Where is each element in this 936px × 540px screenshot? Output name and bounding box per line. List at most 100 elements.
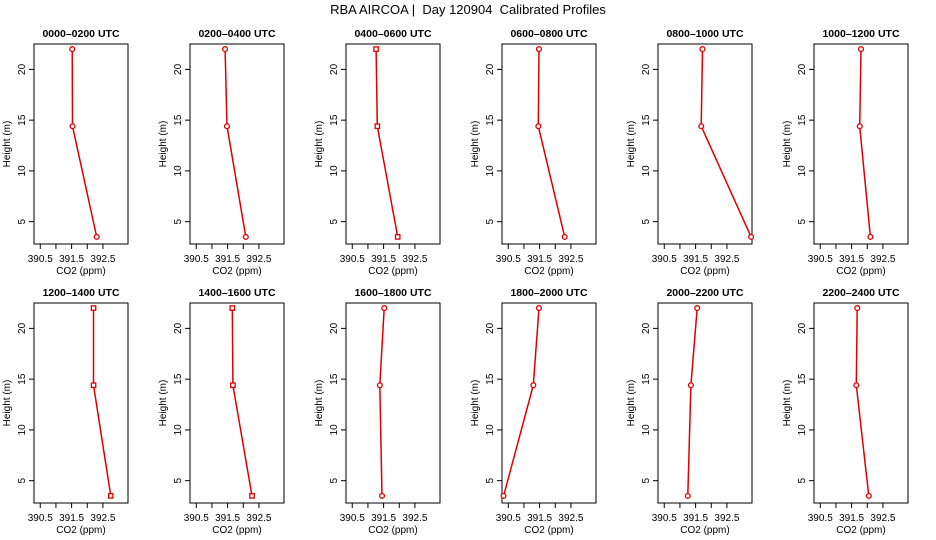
y-tick-label: 5 xyxy=(797,218,808,224)
x-tick-label: 391.5 xyxy=(215,254,240,265)
profile-line xyxy=(92,308,112,497)
data-point xyxy=(230,382,236,389)
y-tick-label: 5 xyxy=(173,477,184,483)
x-axis-label: CO2 (ppm) xyxy=(524,266,573,277)
x-tick-label: 390.5 xyxy=(808,254,833,265)
x-tick-label: 390.5 xyxy=(28,254,53,265)
chart-panel-4: 0600–0800 UTC 390.5 391.5 392.5 5 10 15 20 CO2 (… xyxy=(470,28,597,277)
profile-line xyxy=(687,308,698,496)
plot-frame xyxy=(345,43,441,245)
data-point xyxy=(374,123,381,130)
data-point xyxy=(865,492,872,499)
page-title: RBA AIRCOA | Day 120904 Calibrated Profi… xyxy=(330,2,606,17)
profile-line xyxy=(855,308,870,496)
profile-line xyxy=(858,49,872,237)
y-tick-label: 15 xyxy=(17,373,28,385)
x-tick-label: 390.5 xyxy=(340,513,365,524)
chart-panel-11: 2000–2200 UTC 390.5 391.5 392.5 5 10 15 20 CO2 (… xyxy=(626,287,753,536)
x-tick-label: 392.5 xyxy=(558,513,583,524)
profile-line xyxy=(231,308,253,497)
x-tick-label: 391.5 xyxy=(371,513,396,524)
x-axis-label: CO2 (ppm) xyxy=(212,525,261,536)
panel-title: 2200–2400 UTC xyxy=(822,287,899,299)
x-tick-label: 392.5 xyxy=(870,513,895,524)
x-axis-label: CO2 (ppm) xyxy=(368,266,417,277)
x-axis-label: CO2 (ppm) xyxy=(368,525,417,536)
x-tick-label: 392.5 xyxy=(90,513,115,524)
data-point xyxy=(90,305,97,311)
y-tick-label: 20 xyxy=(17,322,28,334)
data-point xyxy=(90,382,97,389)
y-axis-label: Height (m) xyxy=(158,121,169,168)
plot-frame xyxy=(33,302,129,504)
y-tick-label: 15 xyxy=(797,114,808,126)
data-point xyxy=(853,382,860,389)
y-tick-label: 10 xyxy=(173,424,184,436)
y-tick-label: 15 xyxy=(173,114,184,126)
y-tick-label: 10 xyxy=(641,424,652,436)
panel-title: 0200–0400 UTC xyxy=(198,28,275,40)
data-point xyxy=(684,492,691,499)
data-point xyxy=(535,46,543,53)
y-tick-label: 5 xyxy=(485,218,496,224)
x-tick-label: 390.5 xyxy=(496,254,521,265)
panel-title: 1400–1600 UTC xyxy=(198,287,275,299)
x-tick-label: 391.5 xyxy=(215,513,240,524)
y-tick-label: 5 xyxy=(329,477,340,483)
x-tick-label: 391.5 xyxy=(527,513,552,524)
data-point xyxy=(69,123,76,130)
chart-panel-6: 1000–1200 UTC 390.5 391.5 392.5 5 10 15 20 CO2 (… xyxy=(782,28,909,277)
profile-line xyxy=(502,308,540,497)
y-axis-label: Height (m) xyxy=(2,380,13,427)
chart-panel-8: 1400–1600 UTC 390.5 391.5 392.5 5 10 15 20 CO2 (… xyxy=(158,287,285,536)
x-tick-label: 391.5 xyxy=(839,513,864,524)
y-tick-label: 15 xyxy=(329,373,340,385)
x-tick-label: 391.5 xyxy=(683,254,708,265)
y-axis-label: Height (m) xyxy=(314,121,325,168)
panel-title: 0400–0600 UTC xyxy=(354,28,431,40)
panel-title: 0600–0800 UTC xyxy=(510,28,587,40)
chart-panel-10: 1800–2000 UTC 390.5 391.5 392.5 5 10 15 20 CO2 (… xyxy=(470,287,597,536)
data-point xyxy=(69,46,76,53)
profile-line xyxy=(71,49,98,238)
data-point xyxy=(394,234,401,240)
y-tick-label: 5 xyxy=(17,218,28,224)
y-tick-label: 20 xyxy=(173,63,184,75)
plot-frame xyxy=(345,302,441,504)
y-tick-label: 5 xyxy=(17,477,28,483)
y-axis-label: Height (m) xyxy=(782,121,793,168)
y-tick-label: 15 xyxy=(641,114,652,126)
panel-title: 0800–1000 UTC xyxy=(666,28,743,40)
y-tick-label: 10 xyxy=(173,165,184,177)
y-tick-label: 15 xyxy=(329,114,340,126)
data-point xyxy=(229,305,236,311)
panel-title: 2000–2200 UTC xyxy=(666,287,743,299)
x-tick-label: 392.5 xyxy=(246,254,271,265)
y-tick-label: 20 xyxy=(485,322,496,334)
y-tick-label: 10 xyxy=(797,424,808,436)
chart-panel-2: 0200–0400 UTC 390.5 391.5 392.5 5 10 15 20 CO2 (… xyxy=(158,28,285,277)
x-tick-label: 392.5 xyxy=(402,513,427,524)
y-tick-label: 20 xyxy=(485,63,496,75)
x-tick-label: 391.5 xyxy=(59,513,84,524)
panel-title: 1000–1200 UTC xyxy=(822,28,899,40)
x-axis-label: CO2 (ppm) xyxy=(680,266,729,277)
data-point xyxy=(561,233,568,240)
y-tick-label: 10 xyxy=(17,165,28,177)
plot-frame xyxy=(657,302,753,504)
y-tick-label: 15 xyxy=(173,373,184,385)
chart-panel-9: 1600–1800 UTC 390.5 391.5 392.5 5 10 15 20 CO2 (… xyxy=(314,287,441,536)
y-tick-label: 5 xyxy=(797,477,808,483)
x-tick-label: 391.5 xyxy=(527,254,552,265)
y-tick-label: 10 xyxy=(329,424,340,436)
y-tick-label: 10 xyxy=(485,165,496,177)
x-tick-label: 390.5 xyxy=(652,513,677,524)
data-point xyxy=(376,382,383,389)
data-point xyxy=(698,123,705,130)
y-tick-label: 20 xyxy=(329,63,340,75)
y-tick-label: 5 xyxy=(485,477,496,483)
y-tick-label: 20 xyxy=(797,322,808,334)
x-tick-label: 392.5 xyxy=(714,254,739,265)
x-tick-label: 392.5 xyxy=(714,513,739,524)
y-tick-label: 15 xyxy=(797,373,808,385)
